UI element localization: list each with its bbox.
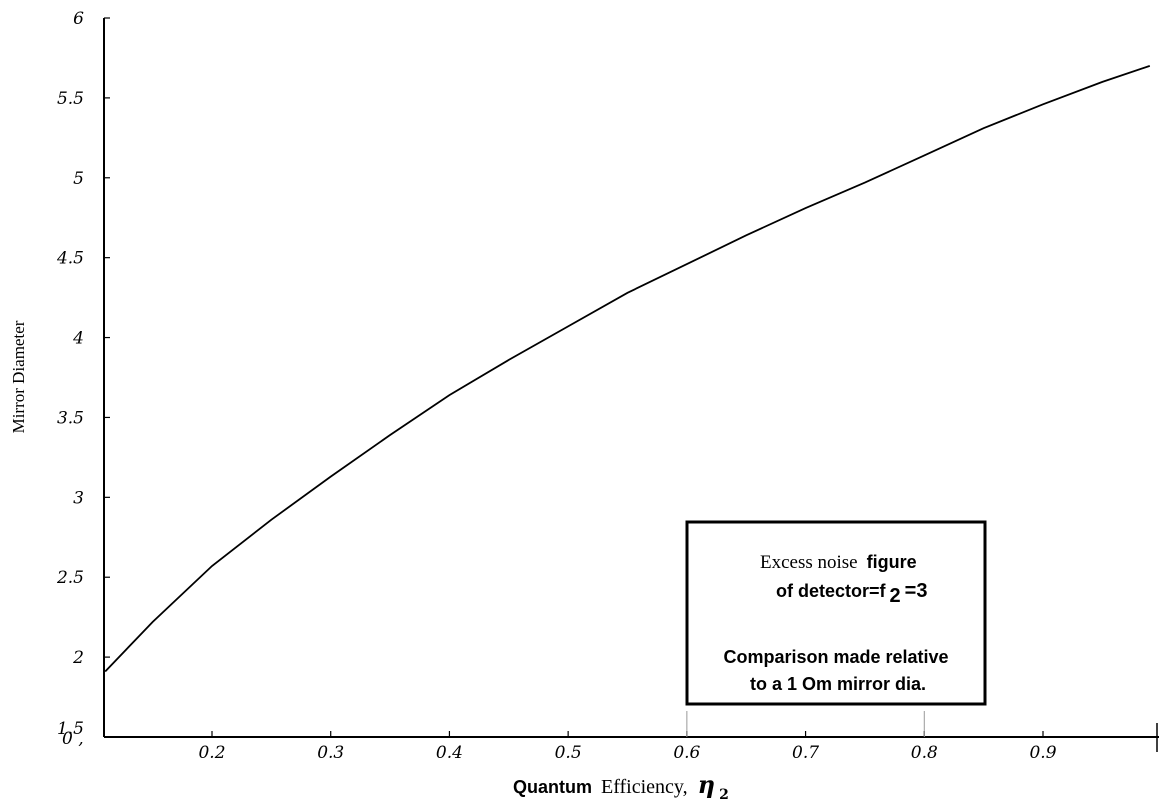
y-tick-label: 5	[73, 169, 84, 189]
x-label-part-subscript: 2	[719, 787, 729, 803]
x-label-part-quantum: Quantum	[513, 777, 592, 797]
x-axis-label: Quantum Efficiency, η 2	[513, 770, 729, 803]
y-tick-label: 2	[72, 648, 84, 668]
annotation-line-1-bold: figure	[867, 552, 917, 572]
x-ticks: 0 , 0.2 0.3 0.4 0.5 0.6 0.7 0.8 0.9	[62, 711, 1057, 763]
annotation-box	[685, 520, 987, 706]
x-tick-label: 0.7	[792, 743, 819, 763]
x-label-part-efficiency: Efficiency,	[601, 776, 688, 798]
x-tick-label: 0.5	[555, 743, 582, 763]
x-label-part-eta: η	[698, 770, 715, 799]
x-tick-label: 0.2	[198, 743, 225, 763]
y-ticks: 1.5 2 2.5 3 3.5 4 4.5 5 5.5 6	[56, 9, 110, 739]
annotation-line-1: Excess noise figure	[760, 552, 917, 573]
x-tick-label: 0.3	[317, 743, 344, 763]
x-tick-label: 0 ,	[62, 729, 84, 749]
annotation-line-2-main: of detector=f	[776, 581, 887, 601]
annotation-line-2-sub: 2	[890, 585, 901, 607]
y-tick-label: 3.5	[57, 408, 84, 428]
series-line	[104, 65, 1151, 673]
annotation-line-1-regular: Excess noise	[760, 552, 858, 573]
x-tick-label: 0.9	[1029, 743, 1056, 763]
y-axis-label: Mirror Diameter	[9, 320, 28, 433]
y-tick-label: 1.5	[57, 719, 84, 739]
x-tick-label: 0.6	[673, 743, 700, 763]
y-tick-label: 4	[72, 329, 84, 349]
y-tick-label: 5.5	[57, 89, 84, 109]
y-tick-label: 6	[73, 9, 84, 29]
annotation-line-2-end: =3	[905, 580, 928, 602]
y-tick-label: 4.5	[56, 249, 84, 269]
x-tick-label: 0.8	[911, 743, 938, 763]
y-tick-label: 2.5	[56, 568, 84, 588]
annotation-line-4: to a 1 Om mirror dia.	[750, 674, 926, 694]
y-tick-label: 3	[73, 488, 84, 508]
annotation-line-3: Comparison made relative	[723, 647, 948, 667]
annotation-line-2: of detector=f 2 =3	[776, 580, 927, 607]
x-tick-label: 0.4	[436, 743, 463, 763]
